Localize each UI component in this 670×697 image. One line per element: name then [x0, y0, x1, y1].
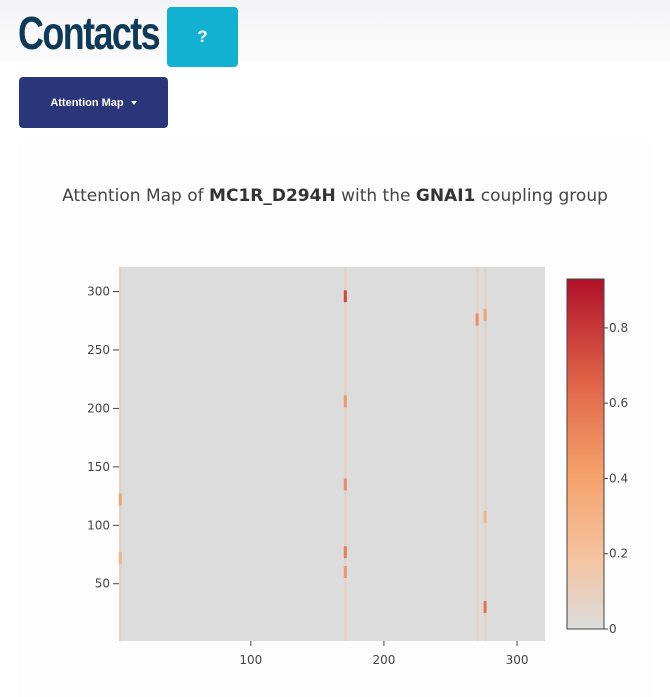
x-tick-label: 100 — [239, 653, 262, 667]
page-title: Contacts — [18, 7, 161, 59]
attention-map-dropdown[interactable]: Attention Map — [19, 77, 168, 128]
heatmap-cell — [118, 493, 122, 506]
y-tick-label: 250 — [87, 343, 110, 357]
heatmap-cell — [118, 552, 122, 565]
colorbar — [566, 278, 605, 630]
heatmap-cell — [475, 313, 479, 326]
plot-title-protein: MC1R_D294H — [209, 186, 336, 206]
heatmap-cell — [483, 511, 487, 524]
dropdown-label: Attention Map — [50, 96, 124, 109]
plot-title-group: GNAI1 — [415, 186, 476, 206]
heatmap-cell — [343, 290, 347, 303]
plot-title: Attention Map of MC1R_D294H with the GNA… — [0, 186, 670, 206]
heatmap-column-streak — [484, 267, 487, 641]
heatmap-cell — [483, 601, 487, 614]
colorbar-tick-label: 0.8 — [609, 321, 628, 335]
y-tick-label: 200 — [87, 401, 110, 415]
plot-title-prefix: Attention Map of — [62, 186, 210, 206]
colorbar-tick-label: 0.4 — [609, 471, 628, 485]
heatmap-column-streak — [119, 267, 122, 641]
y-tick-label: 100 — [87, 518, 110, 532]
y-tick-label: 50 — [95, 577, 110, 591]
heatmap-cell — [343, 566, 347, 579]
colorbar-tick-label: 0 — [609, 622, 617, 636]
plot-title-suffix: coupling group — [475, 186, 608, 206]
heatmap-background — [119, 267, 545, 641]
x-tick-label: 300 — [506, 653, 529, 667]
help-button[interactable]: ? — [167, 7, 238, 67]
colorbar-tick-label: 0.6 — [609, 396, 628, 410]
heatmap-cell — [483, 308, 487, 321]
heatmap-column-streak — [476, 267, 479, 641]
header-band — [0, 0, 670, 62]
x-tick-label: 200 — [372, 653, 395, 667]
caret-down-icon — [130, 100, 137, 105]
heatmap-cell — [343, 478, 347, 491]
plot-title-middle: with the — [335, 186, 416, 206]
heatmap-column-streak — [344, 267, 347, 641]
heatmap-cell — [343, 546, 347, 559]
y-tick-label: 150 — [87, 460, 110, 474]
y-tick-label: 300 — [87, 285, 110, 299]
colorbar-tick-label: 0.2 — [609, 547, 628, 561]
heatmap-cell — [343, 395, 347, 408]
